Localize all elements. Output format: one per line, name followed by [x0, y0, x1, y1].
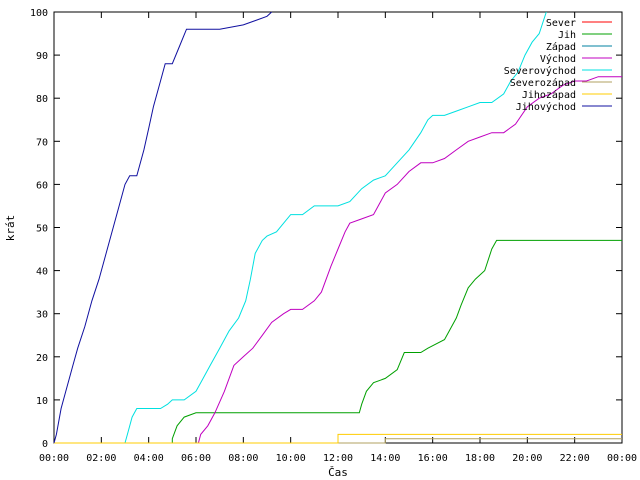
y-tick-label: 20 — [36, 353, 48, 364]
y-tick-label: 70 — [36, 137, 48, 148]
x-tick-label: 06:00 — [181, 453, 211, 464]
y-tick-label: 30 — [36, 310, 48, 321]
legend-label: Jihozápad — [522, 89, 576, 101]
series-lines — [53, 11, 622, 444]
legend: SeverJihZápadVýchodSeverovýchodSeverozáp… — [504, 18, 612, 113]
x-tick-label: 04:00 — [134, 453, 164, 464]
series-line-jihozápad — [54, 433, 622, 444]
y-tick-label: 0 — [42, 439, 48, 450]
y-tick-label: 50 — [36, 224, 48, 235]
x-tick-label: 00:00 — [39, 453, 69, 464]
x-axis-label: Čas — [328, 466, 348, 479]
legend-label: Sever — [546, 18, 576, 29]
x-tick-label: 14:00 — [370, 453, 400, 464]
y-tick-label: 100 — [30, 8, 48, 19]
series-line-jihovýchod — [53, 11, 273, 444]
x-tick-label: 08:00 — [228, 453, 258, 464]
axis-ticks: 0 10 20 30 40 50 60 70 80 90 100 00:00 02:00 04:00 06:… — [30, 8, 637, 464]
y-tick-label: 10 — [36, 396, 48, 407]
legend-label: Jih — [558, 30, 576, 41]
series-line-východ — [54, 76, 622, 444]
legend-label: Severovýchod — [504, 65, 576, 77]
x-tick-label: 12:00 — [323, 453, 353, 464]
y-axis-label: krát — [4, 215, 17, 242]
x-tick-label: 20:00 — [512, 453, 542, 464]
x-tick-label: 02:00 — [86, 453, 116, 464]
y-tick-label: 40 — [36, 267, 48, 278]
x-tick-label: 16:00 — [418, 453, 448, 464]
y-tick-label: 90 — [36, 51, 48, 62]
y-tick-label: 60 — [36, 180, 48, 191]
legend-label: Jihovýchod — [516, 101, 576, 113]
x-tick-label: 00:00 — [607, 453, 637, 464]
legend-label: Západ — [546, 41, 576, 53]
y-tick-label: 80 — [36, 94, 48, 105]
legend-label: Severozápad — [510, 77, 576, 89]
legend-label: Východ — [540, 53, 576, 65]
x-tick-label: 22:00 — [560, 453, 590, 464]
x-tick-label: 18:00 — [465, 453, 495, 464]
series-line-severovýchod — [54, 11, 547, 444]
x-tick-label: 10:00 — [276, 453, 306, 464]
series-line-jih — [54, 239, 622, 444]
